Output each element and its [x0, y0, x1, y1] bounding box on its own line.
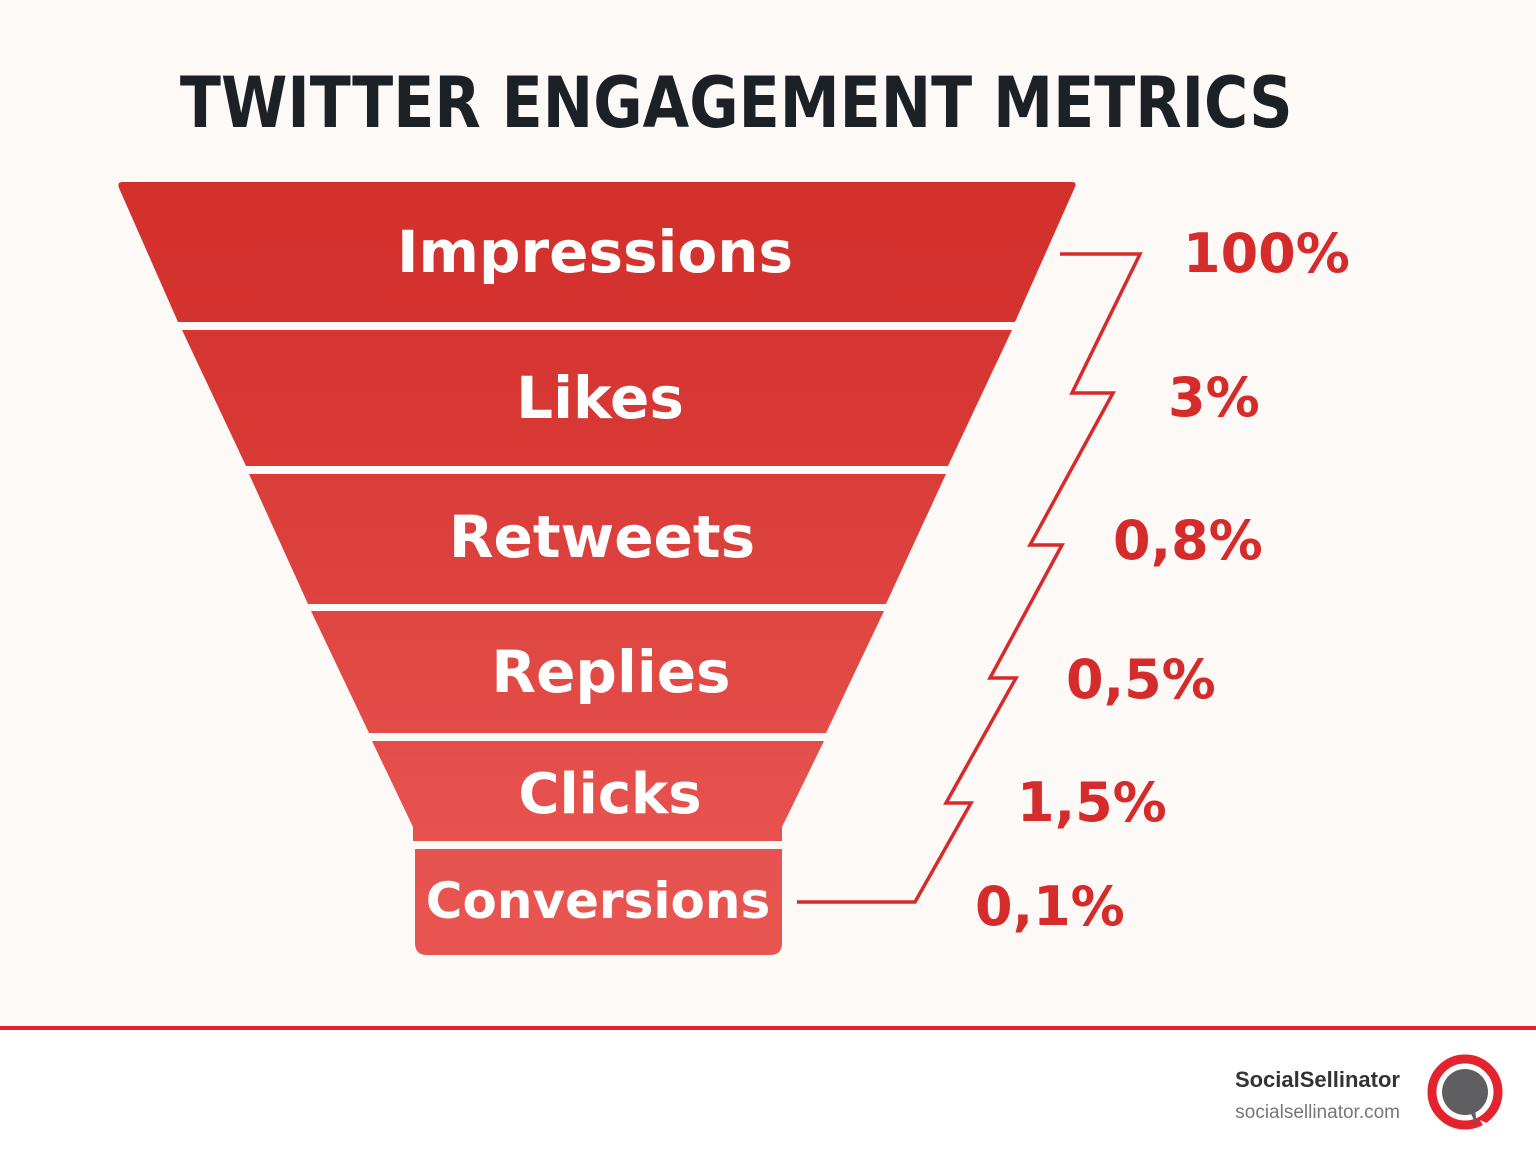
footer: SocialSellinator socialsellinator.com: [0, 1026, 1536, 1158]
percent-impressions: 100%: [1183, 222, 1350, 285]
percent-replies: 0,5%: [1066, 648, 1216, 711]
funnel-stage-likes: [182, 330, 1012, 466]
stage-label-retweets: Retweets: [448, 503, 756, 571]
percent-likes: 3%: [1168, 366, 1260, 429]
speech-bubble-ring-icon: [1427, 1054, 1503, 1130]
funnel-stage-conversions: [415, 849, 782, 955]
brand-name: SocialSellinator: [1234, 1067, 1400, 1092]
percent-conversions: 0,1%: [975, 875, 1125, 938]
funnel-stage-retweets: [249, 474, 946, 604]
brand-url[interactable]: socialsellinator.com: [1235, 1102, 1400, 1123]
stage-label-clicks: Clicks: [518, 762, 702, 827]
stage-label-conversions: Conversions: [425, 872, 771, 930]
stage-label-likes: Likes: [516, 364, 684, 432]
funnel-stage-clicks: [372, 741, 824, 841]
page-title: TWITTER ENGAGEMENT METRICS: [179, 62, 1293, 144]
percent-retweets: 0,8%: [1113, 509, 1263, 572]
connector-zigzag-line: [797, 252, 1143, 904]
stage-label-replies: Replies: [491, 638, 731, 706]
funnel-stage-impressions: [118, 182, 1076, 322]
funnel-diagram: [118, 182, 1143, 955]
percent-clicks: 1,5%: [1017, 771, 1167, 834]
stage-label-impressions: Impressions: [396, 218, 794, 286]
funnel-stage-replies: [311, 611, 884, 733]
